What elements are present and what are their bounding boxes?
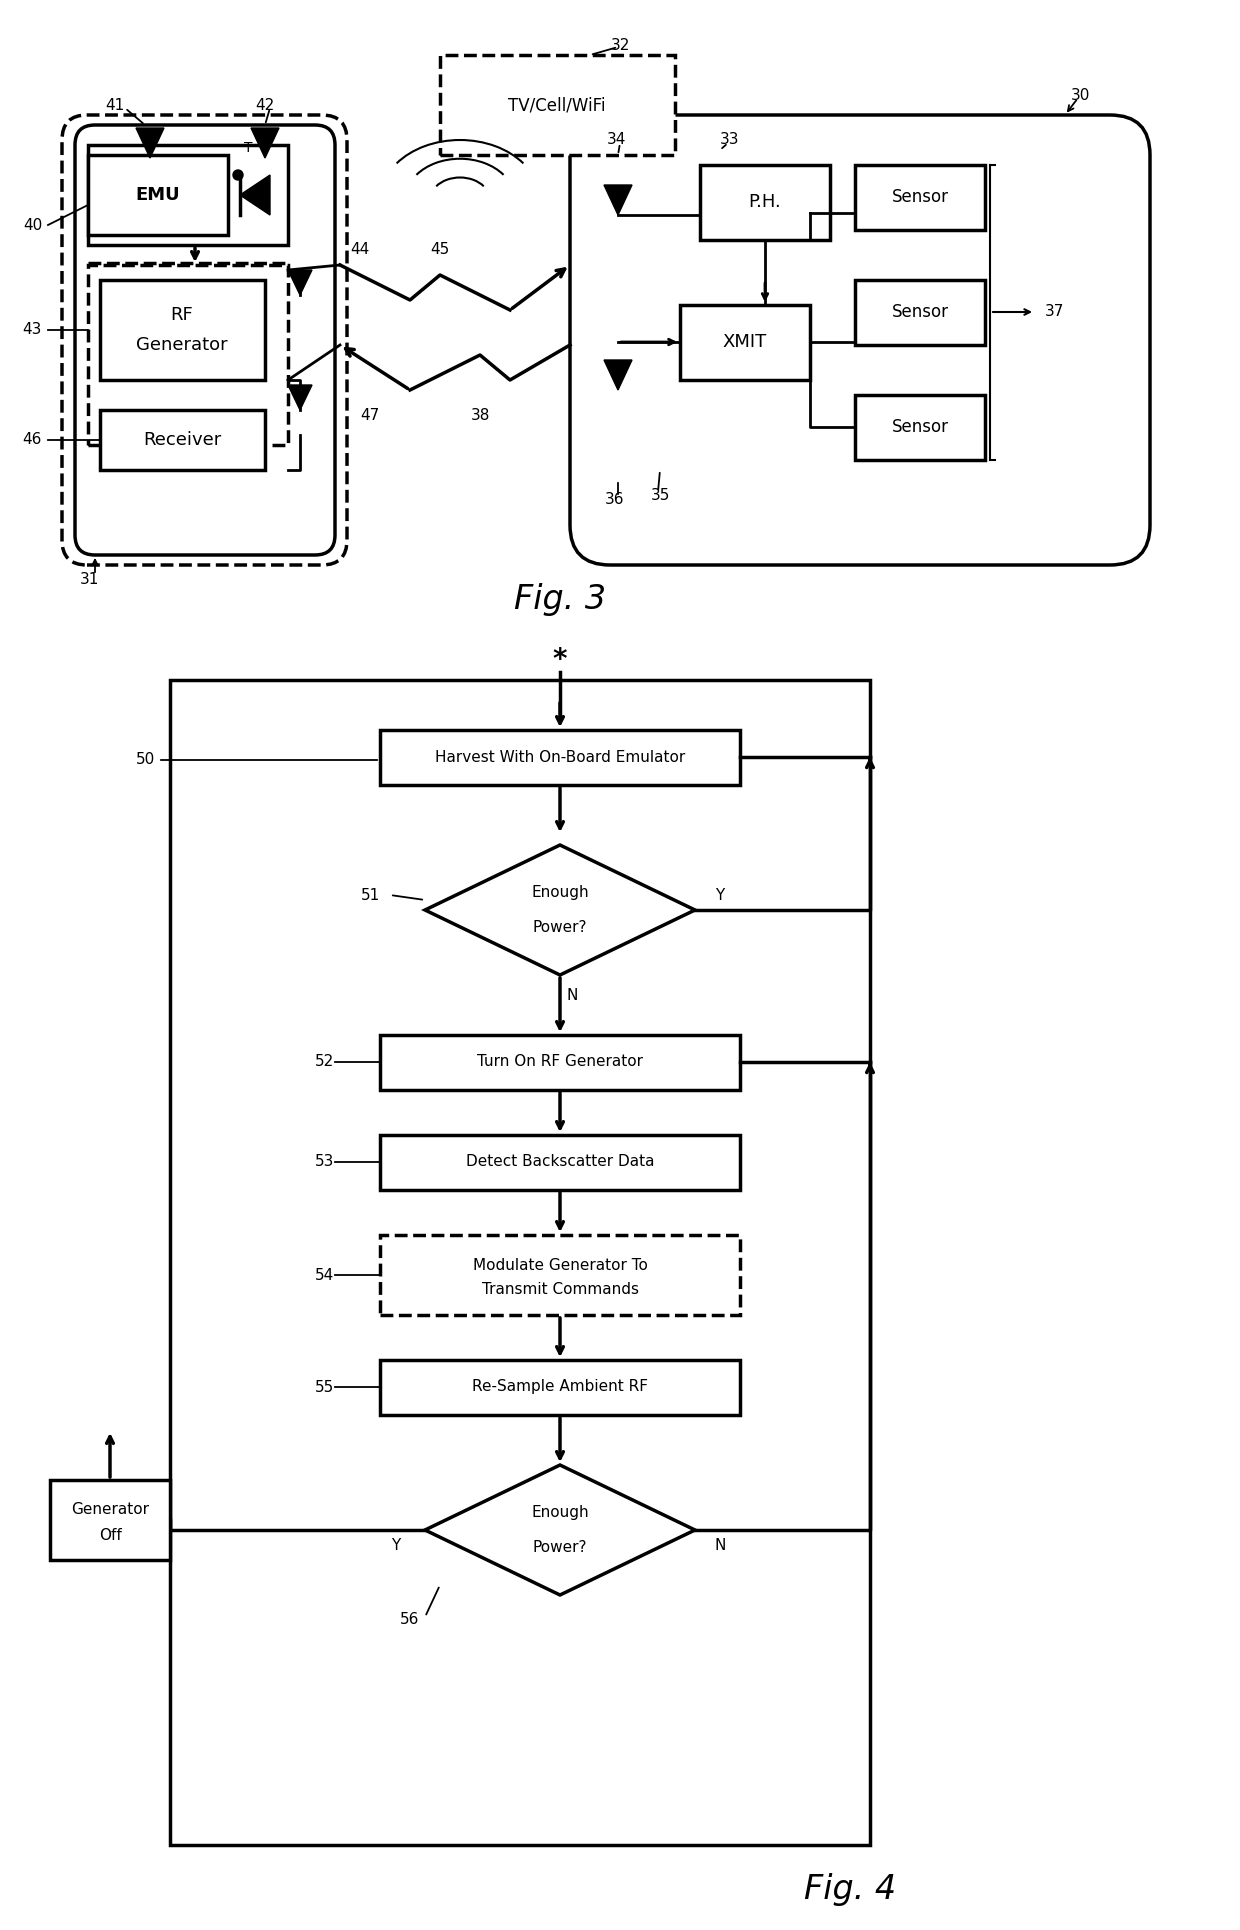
Polygon shape [288,384,312,409]
Text: 52: 52 [315,1054,335,1069]
Text: 50: 50 [135,753,155,768]
Text: Detect Backscatter Data: Detect Backscatter Data [466,1154,655,1170]
Bar [88,264,288,446]
Text: 46: 46 [22,432,42,448]
Text: Sensor: Sensor [892,419,949,436]
Text: Y: Y [391,1538,401,1552]
Text: Receiver: Receiver [143,430,221,450]
Text: Transmit Commands: Transmit Commands [481,1283,639,1297]
Text: 30: 30 [1070,87,1090,102]
Bar [379,1235,740,1314]
FancyBboxPatch shape [570,116,1149,565]
Text: Turn On RF Generator: Turn On RF Generator [477,1054,644,1069]
Text: Fig. 3: Fig. 3 [513,583,606,616]
Text: 47: 47 [360,407,379,423]
Bar [856,164,985,230]
Text: Sensor: Sensor [892,303,949,320]
Polygon shape [604,361,632,390]
Text: 51: 51 [361,888,379,903]
Text: 36: 36 [605,492,625,508]
Bar [100,409,265,471]
Bar [680,305,810,380]
Text: Power?: Power? [533,921,588,936]
Polygon shape [241,176,270,214]
Text: P.H.: P.H. [749,193,781,210]
Bar [88,145,288,245]
Text: EMU: EMU [135,185,180,205]
Text: Harvest With On-Board Emulator: Harvest With On-Board Emulator [435,749,686,764]
FancyBboxPatch shape [62,116,347,565]
Circle shape [233,170,243,179]
Text: RF: RF [171,307,193,324]
Text: 32: 32 [610,37,630,52]
Bar [440,54,675,154]
Text: 43: 43 [22,322,42,338]
Bar [379,1034,740,1090]
Text: Off: Off [99,1527,122,1542]
FancyBboxPatch shape [74,125,335,556]
Polygon shape [425,1465,694,1594]
Bar [88,154,228,235]
Bar [856,396,985,459]
Text: Re-Sample Ambient RF: Re-Sample Ambient RF [472,1380,649,1395]
Text: *: * [553,647,567,674]
Text: 31: 31 [81,573,99,587]
Polygon shape [288,270,312,295]
Text: Modulate Generator To: Modulate Generator To [472,1258,647,1272]
Bar [100,280,265,380]
Text: 56: 56 [401,1612,419,1627]
Text: 34: 34 [608,133,626,147]
Text: TV/Cell/WiFi: TV/Cell/WiFi [508,96,606,114]
Bar [856,280,985,345]
Text: N: N [567,988,578,1002]
Text: Enough: Enough [531,884,589,899]
Text: Enough: Enough [531,1505,589,1519]
Polygon shape [425,845,694,975]
Text: 55: 55 [315,1380,335,1395]
Text: T: T [244,141,252,154]
Text: Power?: Power? [533,1540,588,1556]
Text: 37: 37 [1045,305,1064,320]
Text: 40: 40 [22,218,42,232]
Text: 45: 45 [430,243,450,257]
Text: 44: 44 [350,243,370,257]
Text: Fig. 4: Fig. 4 [804,1874,897,1907]
Bar [379,730,740,786]
Text: 54: 54 [315,1268,335,1283]
Text: Sensor: Sensor [892,187,949,207]
Polygon shape [250,127,279,158]
Bar [379,1361,740,1415]
Text: Generator: Generator [136,336,228,353]
Text: 35: 35 [650,488,670,502]
Bar [170,679,870,1845]
Bar [50,1480,170,1559]
Text: Y: Y [715,888,724,903]
Text: N: N [714,1538,725,1552]
Polygon shape [136,127,164,158]
Text: 38: 38 [470,407,490,423]
Text: 41: 41 [105,98,125,112]
Polygon shape [604,185,632,214]
Text: Generator: Generator [71,1502,149,1517]
Bar [379,1135,740,1191]
Text: 42: 42 [255,98,274,112]
Bar [701,164,830,239]
Text: XMIT: XMIT [723,334,768,351]
Text: 53: 53 [315,1154,335,1170]
Text: 33: 33 [720,133,740,147]
